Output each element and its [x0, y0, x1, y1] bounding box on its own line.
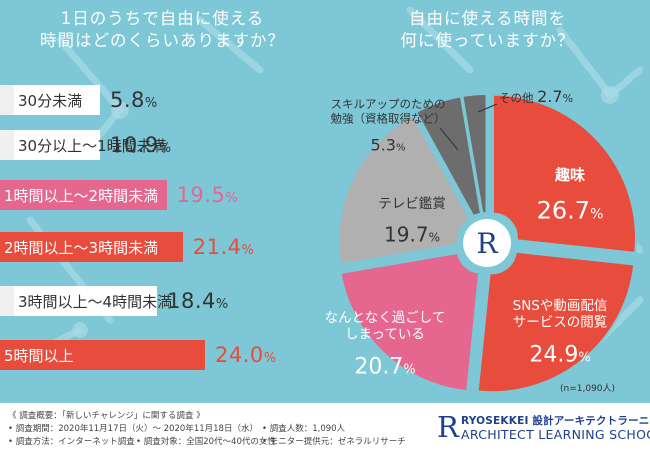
bar-value-unit: % — [225, 191, 239, 206]
logo-mark: R — [437, 410, 459, 444]
bar-value-unit: % — [263, 351, 277, 366]
bar-category-label: 30分未満 — [18, 91, 83, 110]
bar-category-label: 3時間以上～4時間未満 — [18, 292, 173, 311]
logo-line2: ARCHITECT LEARNING SCHOOL — [461, 427, 650, 442]
footer-panel — [0, 403, 650, 450]
right-chart-title: 自由に使える時間を 何に使っていますか？ — [325, 8, 650, 52]
left-title-line2: 時間はどのくらいありますか？ — [40, 31, 285, 50]
bar-value-label: 18.4% — [167, 289, 229, 313]
bar-value-unit: % — [215, 297, 229, 312]
pie-slice-label: SNSや動画配信サービスの閲覧 24.9% — [513, 298, 608, 368]
survey-target: • 調査対象：全国20代～40代の女性 — [136, 437, 276, 447]
bar-category-label: 5時間以上 — [4, 346, 74, 365]
bar: 30分以上～1時間未満 — [0, 130, 167, 160]
school-logo: R RYOSEKKEI 設計アーキテクトラーニング ARCHITECT LEAR… — [437, 410, 650, 444]
pie-slice-label: その他 2.7% — [499, 87, 573, 106]
bar: 5時間以上 — [0, 340, 205, 370]
bar: 30分未満 — [0, 85, 100, 115]
bar-value-unit: % — [241, 243, 255, 258]
bar-row: 5時間以上 24.0% — [0, 340, 277, 370]
logo-line1: RYOSEKKEI 設計アーキテクトラーニング — [461, 415, 650, 427]
pie-center-logo-mark: R — [476, 227, 498, 260]
pie-center-hole — [463, 219, 511, 267]
sample-size-note: (n=1,090人) — [560, 384, 616, 394]
survey-period: • 調査期間：2020年11月17日（火）～ 2020年11月18日（水） — [8, 424, 258, 434]
bar-row: 3時間以上～4時間未満 18.4% — [0, 286, 229, 316]
right-title-line2: 何に使っていますか？ — [400, 31, 575, 50]
bar-value-number: 24.0 — [215, 343, 264, 367]
bar-category-label: 2時間以上～3時間未満 — [4, 238, 159, 257]
bar-value-label: 21.4% — [193, 235, 255, 259]
pie-slice — [476, 250, 636, 394]
pie-slice-label: 趣味 26.7% — [537, 166, 604, 224]
pie-slice-label: テレビ鑑賞 19.7% — [378, 195, 446, 247]
pie-slice-label: スキルアップのための勉強（資格取得など） 5.3% — [331, 97, 446, 155]
pie-slice — [414, 95, 483, 218]
bar-category-label: 1時間以上～2時間未満 — [4, 186, 159, 205]
bar: 1時間以上～2時間未満 — [0, 180, 167, 210]
bar-value-unit: % — [144, 96, 158, 111]
survey-heading: 《 調査概要：「新しいチャレンジ」に関する調査 》 — [8, 411, 205, 421]
bar-row: 30分未満 5.8% — [0, 85, 158, 115]
left-title-line1: 1日のうちで自由に使える — [60, 9, 265, 28]
bar-value-number: 10.9 — [110, 133, 159, 157]
pie-leader-line — [439, 127, 459, 151]
left-chart-title: 1日のうちで自由に使える 時間はどのくらいありますか？ — [0, 8, 325, 52]
bar-value-unit: % — [158, 141, 172, 156]
pie-slice — [337, 113, 472, 266]
bar-value-label: 24.0% — [215, 343, 277, 367]
bar-row: 1時間以上～2時間未満 19.5% — [0, 180, 238, 210]
pie-slice — [491, 93, 637, 255]
right-title-line1: 自由に使える時間を — [408, 9, 566, 28]
bar-value-number: 18.4 — [167, 289, 216, 313]
pie-slice — [339, 251, 481, 393]
bar: 3時間以上～4時間未満 — [0, 286, 172, 316]
survey-count: • 調査人数：1,090人 — [262, 424, 346, 434]
pie-slice-label: なんとなく過ごしてしまっている 20.7% — [325, 310, 446, 380]
bar-row: 30分以上～1時間未満 10.9% — [0, 130, 172, 160]
bar-value-label: 10.9% — [110, 133, 172, 157]
bar-category-label: 30分以上～1時間未満 — [18, 136, 167, 155]
bar-value-number: 21.4 — [192, 235, 242, 259]
bar: 2時間以上～3時間未満 — [0, 232, 183, 262]
pie-slice — [461, 93, 488, 215]
bar-row: 2時間以上～3時間未満 21.4% — [0, 232, 254, 262]
bar-value-label: 19.5% — [177, 183, 239, 207]
pie-leader-line — [477, 103, 498, 113]
bar-value-number: 19.5 — [176, 183, 226, 207]
bar-value-label: 5.8% — [110, 88, 158, 112]
bar-value-number: 5.8 — [110, 88, 145, 112]
survey-method: • 調査方法：インターネット調査 — [8, 437, 135, 447]
survey-provider: • モニター提供元：ゼネラルリサーチ — [262, 437, 406, 447]
